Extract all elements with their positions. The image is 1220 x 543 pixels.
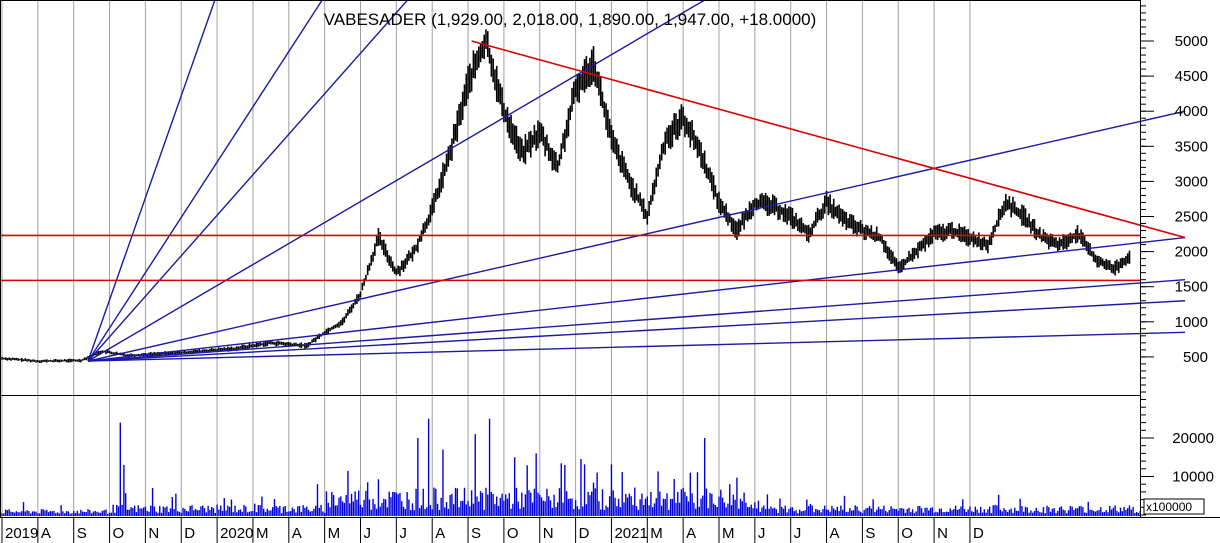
- chart-title: VABESADER (1,929.00, 2,018.00, 1,890.00,…: [324, 10, 817, 29]
- x-tick-label: J: [399, 525, 407, 542]
- fan-line: [87, 0, 409, 362]
- volume-multiplier-label: x100000: [1146, 500, 1192, 514]
- resistance-line: [471, 40, 1186, 239]
- x-tick-label: 2020: [220, 525, 253, 542]
- price-candles: [1, 29, 1131, 363]
- x-tick-label: N: [937, 525, 948, 542]
- price-axis: 500 1000 1500 2000 2500 3000 3500 4000 4500 5000: [1140, 5, 1208, 393]
- x-tick-label: A: [830, 525, 840, 542]
- volume-tick-label: 10000: [1172, 469, 1214, 486]
- x-tick-label: J: [794, 525, 802, 542]
- price-tick-label: 3000: [1175, 173, 1208, 190]
- fan-line: [87, 278, 1186, 362]
- price-tick-label: 5000: [1175, 33, 1208, 50]
- x-tick-label: A: [292, 525, 302, 542]
- volume-multiplier-box: [1143, 498, 1205, 515]
- x-tick-label: S: [865, 525, 875, 542]
- x-tick-label: 2019: [5, 525, 38, 542]
- x-tick-label: A: [686, 525, 696, 542]
- x-tick-label: A: [435, 525, 445, 542]
- x-tick-label: O: [901, 525, 913, 542]
- fan-line: [88, 331, 1186, 362]
- price-tick-label: 500: [1183, 349, 1208, 366]
- x-tick-label: D: [184, 525, 195, 542]
- x-tick-label: M: [328, 525, 341, 542]
- x-tick-label: M: [256, 525, 269, 542]
- fan-line: [87, 236, 1186, 362]
- fan-line: [88, 300, 1186, 362]
- volume-axis: 10000 20000 x100000: [1140, 399, 1214, 516]
- price-tick-label: 2500: [1175, 209, 1208, 226]
- x-tick-label: O: [507, 525, 519, 542]
- fan-line: [87, 0, 324, 362]
- price-tick-label: 4500: [1175, 68, 1208, 85]
- x-tick-label: S: [77, 525, 87, 542]
- x-tick-label: M: [722, 525, 735, 542]
- x-tick-label: A: [41, 525, 51, 542]
- x-tick-label: 2021: [614, 525, 647, 542]
- fan-line: [87, 0, 216, 362]
- month-gridlines: [1, 0, 971, 517]
- x-tick-label: O: [113, 525, 125, 542]
- x-tick-label: M: [650, 525, 663, 542]
- x-tick-label: N: [148, 525, 159, 542]
- trend-lines: [0, 0, 1186, 362]
- price-tick-label: 2000: [1175, 244, 1208, 261]
- x-tick-label: D: [579, 525, 590, 542]
- price-tick-label: 1000: [1175, 314, 1208, 331]
- price-tick-label: 3500: [1175, 138, 1208, 155]
- x-tick-label: J: [758, 525, 766, 542]
- price-tick-label: 4000: [1175, 103, 1208, 120]
- volume-bars: [1, 418, 1141, 516]
- x-tick-label: N: [543, 525, 554, 542]
- price-tick-label: 1500: [1175, 279, 1208, 296]
- x-tick-label: D: [973, 525, 984, 542]
- x-tick-label: S: [471, 525, 481, 542]
- panel-frames: [0, 0, 1220, 518]
- x-tick-label: J: [364, 525, 372, 542]
- date-axis: 2019 A S O N D 2020 M A M J J A S O N D 2021 M A M J J A S O N D: [1, 517, 984, 543]
- volume-tick-label: 20000: [1172, 430, 1214, 447]
